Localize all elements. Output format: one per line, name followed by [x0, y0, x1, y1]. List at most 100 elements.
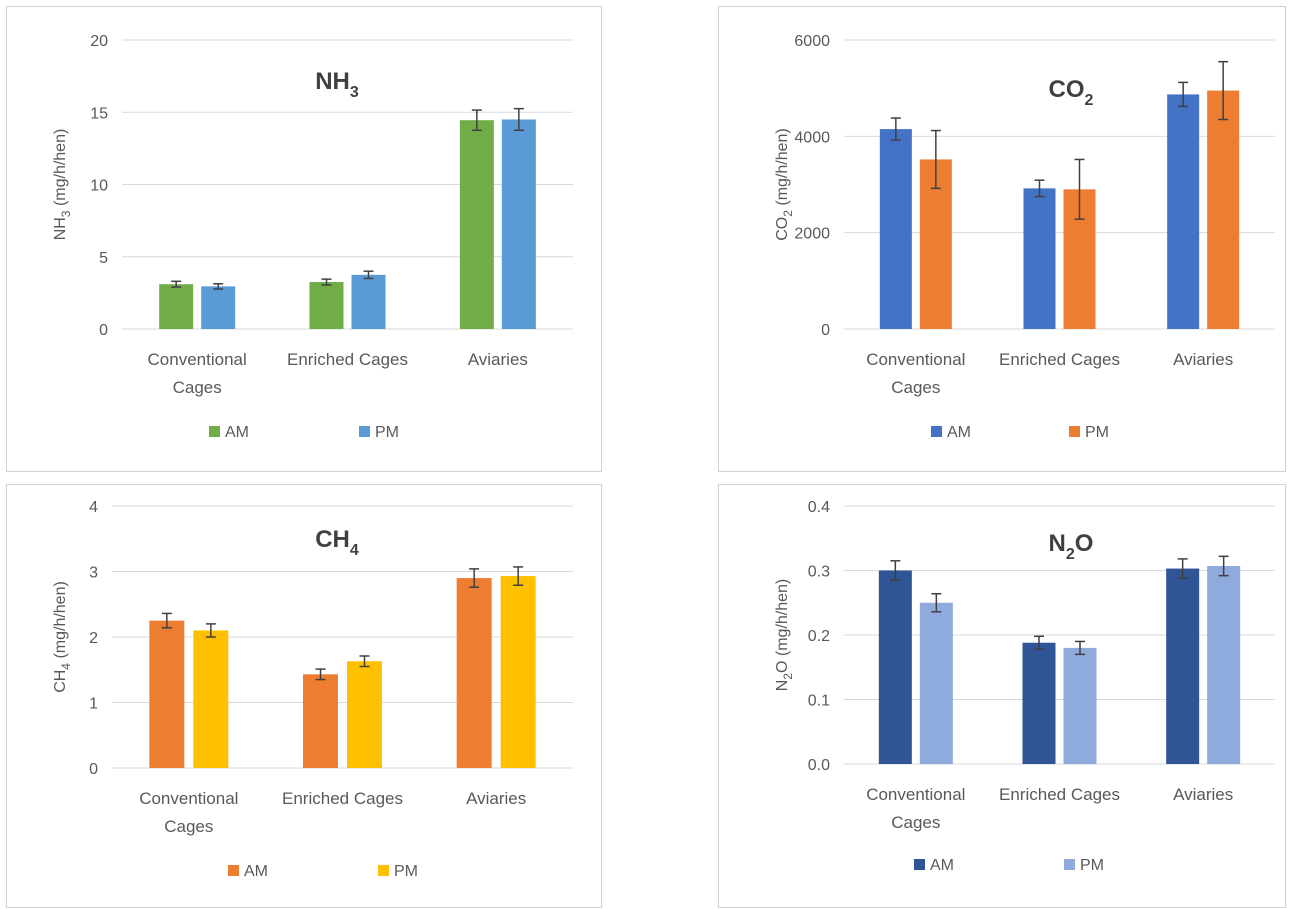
bar-am	[309, 282, 344, 329]
legend-item-pm: PM	[1069, 424, 1109, 441]
x-category-label: Enriched Cages	[282, 789, 403, 808]
error-bar	[930, 129, 941, 190]
y-tick-label: 4	[89, 499, 98, 516]
bar-am	[459, 120, 494, 329]
x-category-label: Cages	[891, 378, 940, 397]
y-tick-label: 0.2	[808, 628, 830, 645]
bar-pm	[347, 661, 382, 768]
y-axis-label-main: CH	[52, 670, 69, 693]
error-bar	[513, 566, 524, 587]
legend-label: PM	[394, 863, 418, 880]
error-bar	[1075, 640, 1085, 656]
error-bar	[931, 592, 942, 613]
legend-item-am: AM	[914, 857, 954, 874]
legend-label: PM	[1080, 857, 1104, 874]
error-bar	[171, 280, 182, 288]
y-axis-label: CO2 (mg/h/hen)	[774, 128, 795, 241]
error-bar	[1178, 81, 1189, 108]
legend-item-am: AM	[228, 863, 268, 880]
bar-pm	[1207, 90, 1240, 329]
y-tick-label: 20	[90, 33, 108, 50]
x-category-label: Aviaries	[466, 789, 526, 808]
chart-title: N2O	[1049, 530, 1094, 563]
y-tick-label: 3	[89, 565, 98, 582]
y-tick-label: 15	[90, 105, 108, 122]
bar-pm	[201, 286, 236, 329]
bar-pm	[500, 576, 536, 768]
legend-item-am: AM	[931, 424, 971, 441]
bar-am	[1167, 94, 1200, 329]
chart-title-main: N	[1049, 530, 1066, 557]
y-axis-label-unit: (mg/h/hen)	[52, 129, 69, 211]
y-tick-label: 2	[89, 630, 98, 647]
bar-am	[159, 284, 194, 329]
legend-swatch	[359, 426, 370, 437]
chart-panel-nh3: 0 5 10 15 20 Conventional Cages Enriched Cages A…	[6, 6, 602, 472]
chart-title: CO2	[1049, 76, 1094, 109]
y-axis-label-main: N	[774, 680, 791, 692]
chart-title-main: CH	[315, 526, 350, 553]
y-tick-label: 10	[90, 178, 108, 195]
chart-panel-n2o: 0.0 0.1 0.2 0.3 0.4 Conventional Cages Enriched…	[718, 484, 1286, 908]
error-bar	[1074, 158, 1085, 220]
error-bar	[471, 109, 482, 132]
error-bar	[315, 668, 326, 681]
legend-item-pm: PM	[1064, 857, 1104, 874]
error-bar	[513, 107, 524, 132]
bar-am	[1023, 188, 1056, 329]
chart-title-subscript: 2	[1066, 546, 1075, 563]
y-tick-label: 0.3	[808, 564, 830, 581]
y-axis-label-subscript: 2	[781, 673, 795, 680]
legend-swatch	[1069, 426, 1080, 437]
legend-label: PM	[1085, 424, 1109, 441]
bar-pm	[1063, 647, 1097, 764]
y-tick-label: 0.0	[808, 757, 830, 774]
y-axis-label-subscript: 4	[59, 663, 73, 670]
y-tick-label: 4000	[794, 129, 830, 146]
y-axis-label-subscript: 2	[781, 210, 795, 217]
error-bar	[161, 612, 172, 629]
bar-pm	[919, 602, 953, 764]
chart-title-subscript: 3	[350, 84, 359, 101]
bar-am	[879, 129, 912, 329]
y-tick-label: 0	[99, 322, 108, 339]
legend-item-pm: PM	[378, 863, 418, 880]
bar-am	[878, 570, 912, 764]
chart-title-main: CO	[1049, 76, 1085, 103]
y-axis-label-unit: (mg/h/hen)	[52, 581, 69, 663]
chart-ch4: 0 1 2 3 4 Conventional Cages Enriched Cages Avia…	[52, 499, 573, 880]
x-category-label: Conventional	[148, 350, 247, 369]
bar-am	[456, 578, 492, 768]
y-axis-label-main: CO	[774, 217, 791, 241]
legend-swatch	[914, 859, 925, 870]
chart-n2o: 0.0 0.1 0.2 0.3 0.4 Conventional Cages Enriched…	[774, 499, 1275, 874]
error-bar	[1034, 635, 1044, 650]
error-bar	[469, 568, 480, 588]
bar-am	[1022, 642, 1056, 764]
legend-swatch	[1064, 859, 1075, 870]
x-category-label: Conventional	[139, 789, 238, 808]
y-axis-label-unit: O (mg/h/hen)	[774, 579, 791, 673]
legend-swatch	[228, 865, 239, 876]
chart-nh3: 0 5 10 15 20 Conventional Cages Enriched Cages A…	[52, 33, 573, 441]
legend-swatch	[209, 426, 220, 437]
y-axis-label: NH3 (mg/h/hen)	[52, 129, 73, 241]
x-category-label: Cages	[173, 378, 222, 397]
bar-pm	[193, 630, 229, 768]
error-bar	[1218, 555, 1229, 577]
x-category-label: Conventional	[866, 785, 965, 804]
chart-title-subscript: 4	[350, 542, 359, 559]
x-category-label: Aviaries	[1173, 350, 1233, 369]
legend-label: AM	[947, 424, 971, 441]
error-bar	[205, 623, 216, 638]
error-bar	[1218, 60, 1229, 121]
y-tick-label: 0.4	[808, 499, 830, 516]
legend-swatch	[378, 865, 389, 876]
chart-title: NH3	[315, 68, 359, 101]
error-bar	[213, 283, 224, 290]
x-category-label: Aviaries	[468, 350, 528, 369]
bar-pm	[501, 119, 536, 329]
y-axis-label-subscript: 3	[59, 210, 73, 217]
y-tick-label: 0.1	[808, 693, 830, 710]
legend-swatch	[931, 426, 942, 437]
